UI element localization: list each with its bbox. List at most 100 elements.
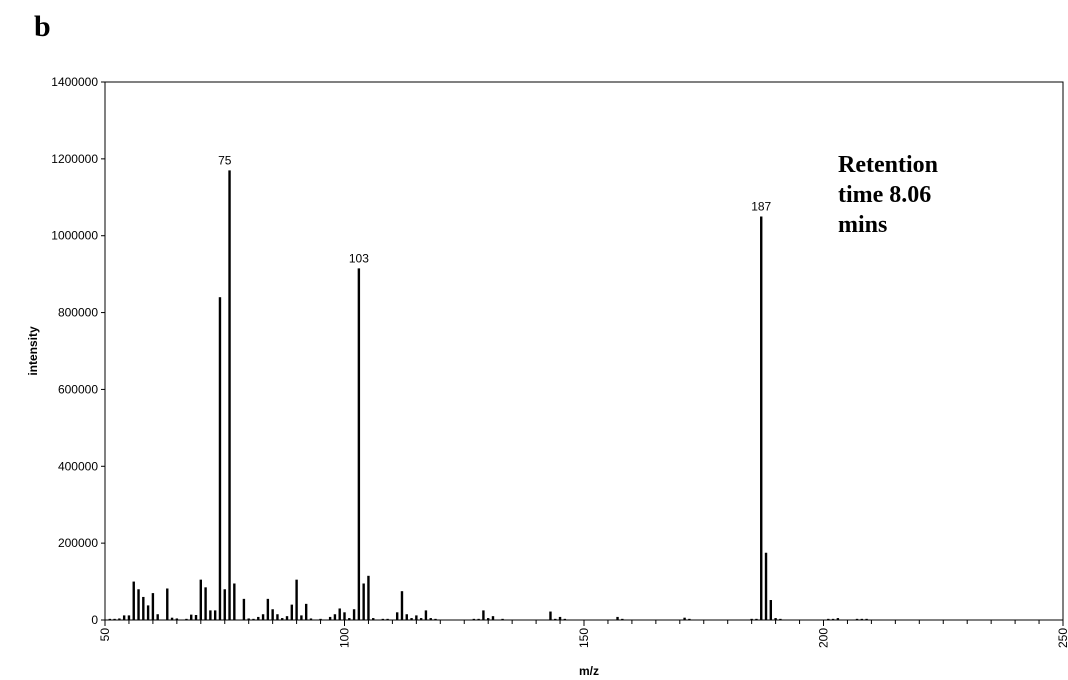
spectrum-bar (213, 610, 217, 620)
spectrum-bar (261, 614, 265, 620)
spectrum-bar (487, 618, 490, 620)
spectrum-bar (108, 618, 111, 620)
spectrum-bar (276, 614, 279, 620)
spectrum-bar (295, 579, 298, 620)
spectrum-bar (683, 617, 686, 620)
spectrum-bar (223, 589, 226, 620)
spectrum-bar (563, 618, 567, 620)
spectrum-bar (304, 603, 308, 620)
spectrum-bar (357, 268, 361, 620)
spectrum-bar (760, 216, 763, 620)
y-tick-label: 400000 (58, 459, 98, 473)
spectrum-bar (151, 593, 155, 620)
spectrum-bar (233, 583, 236, 620)
spectrum-bar (381, 618, 385, 620)
spectrum-bar (170, 617, 174, 620)
spectrum-bar (338, 608, 341, 620)
spectrum-bar (501, 618, 504, 620)
spectrum-bar (860, 618, 864, 620)
spectrum-bar (400, 591, 404, 620)
spectrum-bar (855, 618, 859, 620)
spectrum-bar (271, 609, 274, 620)
spectrum-bar (424, 610, 428, 620)
spectrum-bar (228, 170, 231, 620)
spectrum-bar (477, 618, 480, 620)
spectrum-bar (429, 618, 432, 620)
y-tick-label: 600000 (58, 382, 98, 396)
y-axis-title: intensity (26, 326, 40, 376)
spectrum-bar (779, 618, 782, 620)
spectrum-bar (142, 596, 145, 620)
peak-label: 75 (218, 153, 232, 167)
x-axis-title: m/z (579, 664, 599, 678)
axis-ticks: 0 200000 400000 600000 800000 1000000 1200000 1… (51, 75, 1068, 648)
spectrum-bar (285, 616, 289, 620)
peak-label: 103 (349, 251, 369, 265)
spectrum-bar (836, 618, 840, 620)
y-tick-label: 1200000 (51, 152, 98, 166)
spectrum-bar (137, 589, 140, 620)
spectrum-bar (343, 612, 346, 620)
spectrum-bar (558, 616, 562, 620)
spectrum-bar (194, 615, 198, 620)
panel-label: b (34, 10, 51, 43)
spectrum-bar (113, 618, 116, 620)
spectrum-bar (774, 618, 777, 620)
spectrum-bar (616, 616, 619, 620)
peak-labels: 75 103 187 (218, 153, 771, 265)
spectrum-bar (769, 600, 773, 620)
spectrum-bar (491, 616, 495, 620)
spectrum-bar (352, 609, 356, 620)
spectrum-bar (118, 618, 121, 620)
spectrum-bar (362, 583, 365, 620)
spectrum-bar (333, 614, 337, 620)
spectrum-bar (146, 605, 150, 620)
spectrum-bar (132, 581, 135, 620)
spectrum-bar (242, 598, 246, 620)
y-tick-label: 0 (91, 613, 98, 627)
spectrum-bar (309, 618, 313, 620)
spectrum-bar (415, 615, 418, 620)
spectrum-bar (290, 604, 294, 620)
spectrum-bar (300, 615, 303, 620)
spectrum-bar (554, 618, 557, 620)
spectrum-bar (827, 618, 830, 620)
spectrum-bar (621, 618, 624, 620)
spectrum-bar (247, 618, 250, 620)
annotation-line-1: Retention (838, 152, 938, 178)
annotation-line-3: mins (838, 212, 888, 238)
spectrum-bar (395, 612, 399, 620)
spectrum-bar (257, 616, 260, 620)
y-tick-label: 200000 (58, 536, 98, 550)
spectrum-bar (218, 297, 222, 620)
spectrum-bar (199, 579, 202, 620)
y-tick-label: 800000 (58, 306, 98, 320)
y-tick-label: 1000000 (51, 229, 98, 243)
spectrum-bar (386, 618, 389, 620)
spectrum-bar (755, 618, 758, 620)
spectrum-bar (328, 616, 332, 620)
spectrum-bar (750, 618, 753, 620)
spectrum-bar (122, 615, 126, 620)
spectrum-bar (549, 611, 552, 620)
spectrum-bar (831, 618, 835, 620)
spectrum-bar (204, 587, 207, 620)
spectrum-bar (252, 618, 255, 620)
y-tick-label: 1400000 (51, 75, 98, 89)
spectrum-bar (348, 618, 351, 620)
annotation-line-2: time 8.06 (838, 182, 932, 208)
spectrum-bars (108, 170, 868, 620)
spectrum-bar (419, 618, 423, 620)
spectrum-bar (190, 614, 193, 620)
spectrum-bar (764, 552, 768, 620)
x-tick-label: 200 (817, 628, 831, 648)
spectrum-bar (319, 618, 322, 620)
retention-time-annotation: Retention time 8.06 mins (838, 150, 1038, 240)
spectrum-bar (410, 618, 413, 620)
spectrum-bar (166, 588, 169, 620)
spectrum-bar (127, 615, 131, 620)
spectrum-bar (482, 610, 485, 620)
spectrum-bar (372, 618, 375, 620)
spectrum-bar (185, 618, 188, 620)
